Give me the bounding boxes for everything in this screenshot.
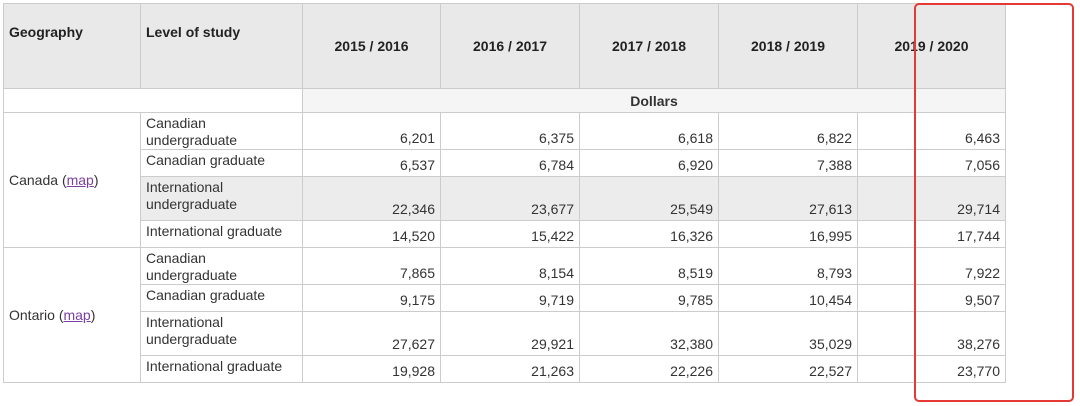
- value-cell: 23,770: [857, 355, 1006, 383]
- column-header: Level of study: [140, 3, 303, 89]
- value-cell: 9,785: [579, 284, 719, 312]
- data-row: International undergraduate 27,627 29,921 3…: [4, 311, 1006, 356]
- geography-cell: Ontario (map): [3, 247, 141, 383]
- column-header: Geography: [3, 3, 141, 89]
- level-cell: Canadian undergraduate: [140, 112, 303, 150]
- value-cell: 35,029: [718, 311, 858, 356]
- highlight-box: [914, 3, 1074, 402]
- value-cell: 7,388: [718, 149, 858, 177]
- column-header: 2017 / 2018: [579, 3, 719, 89]
- level-cell: International graduate: [140, 355, 303, 383]
- level-cell: Canadian graduate: [140, 284, 303, 312]
- paren: ): [93, 172, 99, 188]
- data-row: International undergraduate 22,346 23,677 2…: [4, 176, 1006, 221]
- geography-cell: Canada (map): [3, 112, 141, 248]
- paren: (: [58, 307, 64, 323]
- value-cell: 29,921: [440, 311, 580, 356]
- value-cell: 6,822: [718, 112, 858, 150]
- value-cell: 16,995: [718, 220, 858, 248]
- value-cell: 6,784: [440, 149, 580, 177]
- paren: ): [90, 307, 96, 323]
- value-cell: 9,507: [857, 284, 1006, 312]
- value-cell: 9,719: [440, 284, 580, 312]
- value-cell: 14,520: [302, 220, 441, 248]
- level-cell: Canadian undergraduate: [140, 247, 303, 285]
- value-cell: 22,527: [718, 355, 858, 383]
- level-cell: Canadian graduate: [140, 149, 303, 177]
- column-header: 2018 / 2019: [718, 3, 858, 89]
- unit-cell: Dollars: [302, 88, 1006, 113]
- level-cell: International undergraduate: [140, 311, 303, 356]
- value-cell: 22,346: [302, 176, 441, 221]
- geography-name: Ontario: [9, 307, 55, 323]
- value-cell: 6,537: [302, 149, 441, 177]
- value-cell: 15,422: [440, 220, 580, 248]
- value-cell: 21,263: [440, 355, 580, 383]
- value-cell: 23,677: [440, 176, 580, 221]
- value-cell: 25,549: [579, 176, 719, 221]
- value-cell: 6,201: [302, 112, 441, 150]
- value-cell: 7,922: [857, 247, 1006, 285]
- value-cell: 22,226: [579, 355, 719, 383]
- value-cell: 6,920: [579, 149, 719, 177]
- value-cell: 17,744: [857, 220, 1006, 248]
- value-cell: 8,519: [579, 247, 719, 285]
- header-row: Geography Level of study 2015 / 2016 2016 /…: [3, 3, 1006, 89]
- data-row: Canadian graduate 9,175 9,719 9,785 10,454 9,…: [4, 284, 1006, 312]
- value-cell: 8,154: [440, 247, 580, 285]
- value-cell: 8,793: [718, 247, 858, 285]
- data-row: International graduate 14,520 15,422 16,326…: [4, 220, 1006, 248]
- value-cell: 9,175: [302, 284, 441, 312]
- table-body: Dollars Canada (map) Canadian undergraduat…: [3, 88, 1006, 383]
- value-cell: 16,326: [579, 220, 719, 248]
- level-cell: International undergraduate: [140, 176, 303, 221]
- column-header: 2016 / 2017: [440, 3, 580, 89]
- value-cell: 27,627: [302, 311, 441, 356]
- value-cell: 7,865: [302, 247, 441, 285]
- value-cell: 32,380: [579, 311, 719, 356]
- column-header: 2019 / 2020: [857, 3, 1006, 89]
- geography-name: Canada: [9, 172, 59, 188]
- value-cell: 6,618: [579, 112, 719, 150]
- data-row: Canadian graduate 6,537 6,784 6,920 7,388 7,0…: [4, 149, 1006, 177]
- data-row: Ontario (map) Canadian undergraduate 7,865…: [3, 247, 1006, 383]
- value-cell: 19,928: [302, 355, 441, 383]
- column-header: 2015 / 2016: [302, 3, 441, 89]
- map-link[interactable]: map: [66, 172, 94, 188]
- level-cell: International graduate: [140, 220, 303, 248]
- empty-cell: [3, 88, 303, 113]
- data-table: Geography Level of study 2015 / 2016 2016 /…: [3, 3, 1006, 383]
- data-row: Canada (map) Canadian undergraduate 6,201 6…: [3, 112, 1006, 248]
- unit-row: Dollars: [3, 88, 1006, 113]
- value-cell: 29,714: [857, 176, 1006, 221]
- value-cell: 27,613: [718, 176, 858, 221]
- map-link[interactable]: map: [63, 307, 91, 323]
- data-row: International graduate 19,928 21,263 22,226…: [4, 355, 1006, 383]
- value-cell: 6,375: [440, 112, 580, 150]
- paren: (: [61, 172, 67, 188]
- value-cell: 10,454: [718, 284, 858, 312]
